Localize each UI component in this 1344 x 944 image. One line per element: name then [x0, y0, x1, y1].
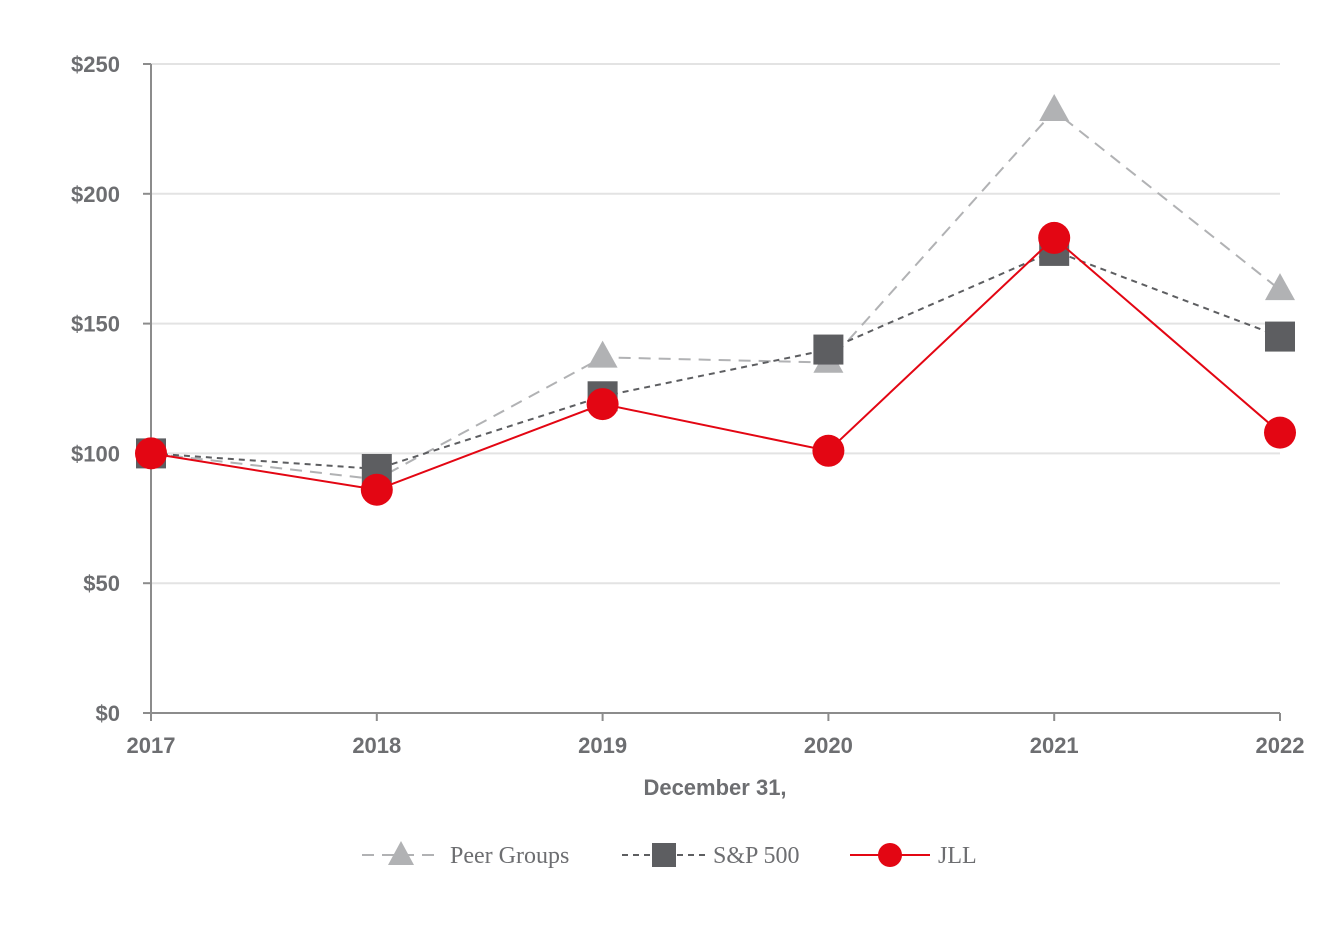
legend-marker-circle	[878, 843, 902, 867]
x-tick-label: 2022	[1256, 733, 1305, 758]
x-tick-label: 2021	[1030, 733, 1079, 758]
series-triangle	[136, 93, 1295, 490]
legend-label: JLL	[938, 843, 977, 869]
x-tick-label: 2018	[352, 733, 401, 758]
data-point-square	[813, 334, 844, 365]
series-group	[135, 93, 1296, 506]
legend: Peer Groups S&P 500 JLL	[362, 841, 977, 869]
legend-item: JLL	[850, 843, 977, 869]
gridlines	[151, 63, 1280, 585]
tick-labels: $0 $50 $100 $150 $200 $250 2017 2018 2019 2020 202…	[71, 52, 1304, 758]
x-tick-label: 2019	[578, 733, 627, 758]
x-axis-title: December 31,	[643, 775, 786, 800]
legend-marker-square	[652, 843, 676, 867]
data-point-triangle	[1265, 273, 1295, 301]
y-tick-label: $250	[71, 52, 120, 77]
data-point-circle	[586, 388, 619, 421]
data-point-triangle	[1039, 93, 1070, 121]
legend-item: Peer Groups	[362, 841, 569, 869]
legend-marker-triangle	[388, 841, 414, 865]
y-tick-label: $200	[71, 182, 120, 207]
data-point-square	[1265, 321, 1295, 352]
series-square	[136, 235, 1295, 484]
data-point-circle	[1264, 416, 1296, 449]
series-line	[150, 236, 1281, 491]
axes	[143, 63, 1281, 721]
x-tick-label: 2017	[127, 733, 176, 758]
legend-label: Peer Groups	[450, 843, 569, 869]
data-point-circle	[812, 434, 845, 467]
series-circle	[135, 221, 1296, 506]
data-point-circle	[360, 473, 393, 506]
data-point-triangle	[587, 340, 618, 368]
y-tick-label: $0	[96, 701, 120, 726]
series-line	[150, 109, 1281, 481]
series-line	[150, 249, 1281, 470]
x-tick-label: 2020	[804, 733, 853, 758]
data-point-circle	[1038, 221, 1071, 254]
legend-item: S&P 500	[622, 843, 799, 869]
y-tick-label: $50	[83, 571, 120, 596]
legend-label: S&P 500	[713, 843, 799, 869]
y-tick-label: $100	[71, 441, 120, 466]
data-point-circle	[135, 437, 167, 470]
y-tick-label: $150	[71, 312, 120, 337]
